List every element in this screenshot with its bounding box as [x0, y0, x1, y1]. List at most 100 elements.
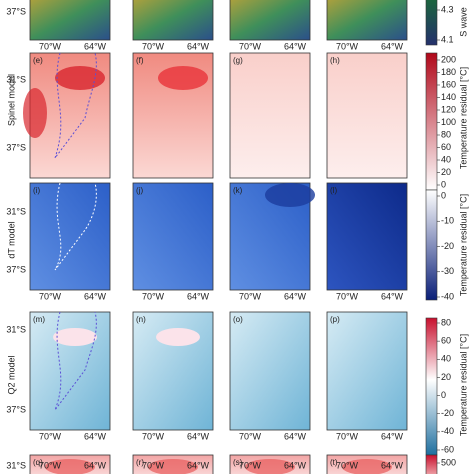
colorbar-tick-label: 200 — [441, 54, 456, 64]
map-panel — [326, 182, 408, 291]
x-tick-label: 64°W — [84, 291, 107, 301]
panel-label: (f) — [136, 56, 144, 65]
anomaly — [342, 459, 392, 474]
colorbar-tick-label: 20 — [441, 372, 451, 382]
x-tick-label: 64°W — [187, 41, 210, 51]
x-tick-label: 64°W — [84, 41, 107, 51]
colorbar-tick-label: 0 — [441, 190, 446, 200]
x-tick-label: 70°W — [142, 41, 165, 51]
x-tick-label: 70°W — [39, 41, 62, 51]
x-tick-label: 64°W — [284, 291, 307, 301]
colorbar-title: Temperature residual [°C] — [458, 67, 468, 169]
panel-label: (e) — [33, 56, 43, 65]
map-panel — [326, 52, 408, 179]
panel-label: (o) — [233, 315, 243, 324]
anomaly — [148, 459, 198, 474]
colorbar-tick-label: 180 — [441, 67, 456, 77]
map-panel — [132, 182, 214, 291]
colorbar — [425, 0, 438, 46]
panel-label: (i) — [33, 186, 40, 195]
map-panel — [29, 182, 111, 291]
panel-label: (l) — [330, 186, 337, 195]
x-tick-label: 64°W — [284, 431, 307, 441]
x-tick-label: 70°W — [239, 431, 262, 441]
panel-label: (t) — [330, 458, 338, 467]
colorbar-tick-label: -30 — [441, 266, 454, 276]
colorbar-tick-label: 0 — [441, 179, 446, 189]
anomaly — [55, 66, 105, 90]
panel-label: (n) — [136, 315, 146, 324]
colorbar-tick-label: 60 — [441, 336, 451, 346]
map-panel — [229, 52, 311, 179]
x-tick-label: 70°W — [142, 291, 165, 301]
y-tick-label: 37°S — [6, 142, 26, 152]
y-tick-label: 31°S — [6, 324, 26, 334]
x-tick-label: 64°W — [381, 41, 404, 51]
colorbar-tick-label: 40 — [441, 154, 451, 164]
x-tick-label: 70°W — [239, 460, 262, 470]
y-tick-label: 31°S — [6, 460, 26, 470]
x-tick-label: 70°W — [336, 460, 359, 470]
colorbar-tick-label: 500 — [441, 457, 456, 467]
y-tick-label: 31°S — [6, 206, 26, 216]
colorbar-tick-label: -20 — [441, 241, 454, 251]
panel-label: (p) — [330, 315, 340, 324]
panel-label: (h) — [330, 56, 340, 65]
colorbar-tick-label: -60 — [441, 444, 454, 454]
y-tick-label: 37°S — [6, 6, 26, 16]
panel-label: (j) — [136, 186, 143, 195]
x-tick-label: 64°W — [381, 431, 404, 441]
anomaly — [265, 183, 315, 207]
anomaly — [158, 66, 208, 90]
y-tick-label: 37°S — [6, 264, 26, 274]
x-tick-label: 70°W — [336, 41, 359, 51]
map-panel — [132, 0, 214, 41]
colorbar-tick-label: 20 — [441, 167, 451, 177]
panel-label: (r) — [136, 458, 144, 467]
x-tick-label: 64°W — [187, 460, 210, 470]
colorbar — [425, 52, 438, 191]
map-panel — [29, 0, 111, 41]
colorbar-tick-label: 140 — [441, 92, 456, 102]
x-tick-label: 64°W — [187, 431, 210, 441]
colorbar — [425, 317, 438, 456]
x-tick-label: 70°W — [239, 291, 262, 301]
anomaly — [45, 459, 95, 474]
colorbar-tick-label: 80 — [441, 129, 451, 139]
anomaly — [53, 328, 97, 346]
x-tick-label: 64°W — [84, 460, 107, 470]
colorbar-tick-label: 4.1 — [441, 34, 454, 44]
slab-contour — [54, 182, 97, 271]
x-tick-label: 64°W — [381, 291, 404, 301]
colorbar — [425, 189, 438, 301]
colorbar-tick-label: -10 — [441, 216, 454, 226]
colorbar — [425, 454, 438, 474]
colorbar-title: Temperature residual [°C] — [458, 334, 468, 436]
x-tick-label: 70°W — [239, 41, 262, 51]
anomaly — [23, 88, 47, 138]
colorbar-tick-label: 4.3 — [441, 4, 454, 14]
x-tick-label: 64°W — [187, 291, 210, 301]
colorbar-tick-label: 120 — [441, 104, 456, 114]
model-label: Spinel model — [6, 74, 16, 126]
anomaly — [156, 328, 200, 346]
x-tick-label: 64°W — [284, 460, 307, 470]
x-tick-label: 70°W — [142, 431, 165, 441]
x-tick-label: 64°W — [381, 460, 404, 470]
x-tick-label: 70°W — [336, 431, 359, 441]
anomaly — [245, 459, 295, 474]
x-tick-label: 70°W — [39, 291, 62, 301]
colorbar-tick-label: 80 — [441, 317, 451, 327]
colorbar-tick-label: 40 — [441, 354, 451, 364]
y-tick-label: 37°S — [6, 404, 26, 414]
map-panel — [326, 0, 408, 41]
x-tick-label: 64°W — [284, 41, 307, 51]
x-tick-label: 70°W — [142, 460, 165, 470]
panel-label: (m) — [33, 315, 45, 324]
colorbar-tick-label: 160 — [441, 79, 456, 89]
map-panel — [229, 311, 311, 431]
map-panel — [326, 311, 408, 431]
slab-contour — [54, 311, 97, 411]
colorbar-title: S wave — [458, 7, 468, 37]
